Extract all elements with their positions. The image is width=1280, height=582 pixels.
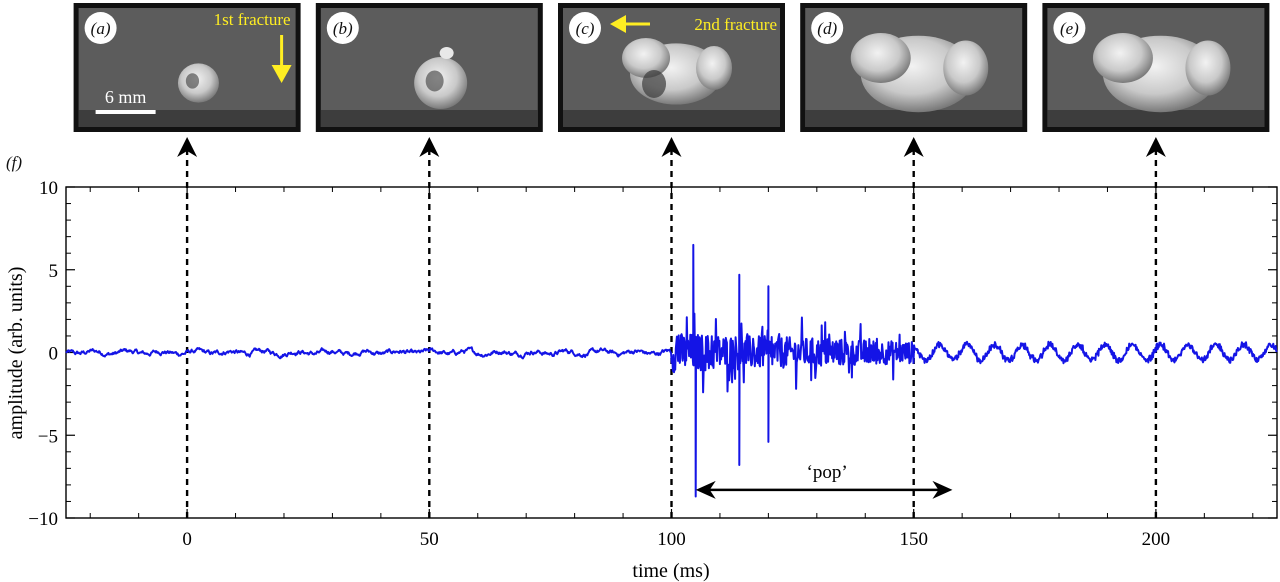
popcorn-lobe <box>696 45 733 90</box>
time-marker-arrowhead <box>1145 137 1166 157</box>
y-tick-label: −5 <box>38 426 58 447</box>
signal-line <box>65 243 1278 498</box>
time-marker-arrowhead <box>903 137 924 157</box>
pop-annotation: ‘pop’ <box>695 462 953 499</box>
frame-photo-surface <box>78 110 296 127</box>
axis-ticks: 0 50 100 150 200 −10 −5 0 5 10 <box>28 178 1277 550</box>
y-tick-label: 0 <box>49 344 59 365</box>
time-marker-arrowhead <box>419 137 440 157</box>
frame-label-badge <box>326 12 359 44</box>
pop-arrow-right-head <box>932 480 953 499</box>
x-tick-label: 200 <box>1142 529 1171 550</box>
popcorn-lobe <box>850 32 911 83</box>
frame-label: (b) <box>333 19 353 38</box>
photo-frame-e: (e) <box>1042 3 1270 132</box>
x-tick-label: 150 <box>899 529 928 550</box>
frame-photo-surface <box>563 110 780 127</box>
kernel-hull <box>425 70 444 92</box>
popcorn-lobe <box>1092 32 1153 83</box>
x-axis-title: time (ms) <box>632 560 709 582</box>
frame-label: (d) <box>817 19 837 38</box>
time-marker-arrowhead <box>177 137 198 157</box>
pop-arrow-left-head <box>695 480 716 499</box>
annotation-arrow-head <box>610 15 626 33</box>
frame-label: (a) <box>91 19 111 38</box>
time-marker-arrowhead <box>661 137 682 157</box>
y-tick-label: 5 <box>49 261 59 282</box>
y-tick-label: −10 <box>28 509 58 530</box>
photo-frame-a: (a) 1st fracture 6 mm <box>73 3 301 132</box>
photo-frame-b: (b) <box>315 3 543 132</box>
scale-bar <box>95 110 156 114</box>
scale-bar-label: 6 mm <box>105 87 147 107</box>
photo-frame-c: (c) 2nd fracture <box>558 3 785 132</box>
annotation-arrow-head <box>271 65 292 83</box>
frame-label-badge <box>84 12 117 44</box>
pop-label: ‘pop’ <box>807 462 848 483</box>
time-markers <box>177 137 1166 518</box>
frame-label: (e) <box>1060 19 1079 38</box>
frame-photo-surface <box>1047 110 1265 127</box>
y-axis-title: amplitude (arb. units) <box>5 267 27 440</box>
frame-label-badge <box>811 12 844 44</box>
annotation-text: 1st fracture <box>214 10 291 29</box>
x-tick-label: 100 <box>657 529 686 550</box>
popcorn-lobe <box>622 37 671 78</box>
panel-f-label: (f) <box>6 153 22 172</box>
plot-area: 0 50 100 150 200 −10 −5 0 5 10 ‘pop’ <box>28 137 1278 550</box>
frame-photo-surface <box>320 110 538 127</box>
frame-label: (c) <box>576 19 595 38</box>
x-tick-label: 50 <box>420 529 439 550</box>
popcorn-lobe <box>943 40 989 96</box>
popcorn-lobe <box>1185 40 1231 96</box>
kernel-hull <box>642 69 667 98</box>
kernel-burst <box>439 46 454 59</box>
photo-frame-d: (d) <box>800 3 1028 132</box>
photo-frames: (a) 1st fracture 6 mm (b) (c) 2nd fracture (d)… <box>73 3 1270 132</box>
x-tick-label: 0 <box>182 529 192 550</box>
frame-label-badge <box>569 12 601 44</box>
frame-photo-surface <box>805 110 1023 127</box>
annotation-text: 2nd fracture <box>694 15 777 34</box>
kernel-hull <box>185 73 200 89</box>
frame-label-badge <box>1053 12 1086 44</box>
y-tick-label: 10 <box>39 178 58 199</box>
